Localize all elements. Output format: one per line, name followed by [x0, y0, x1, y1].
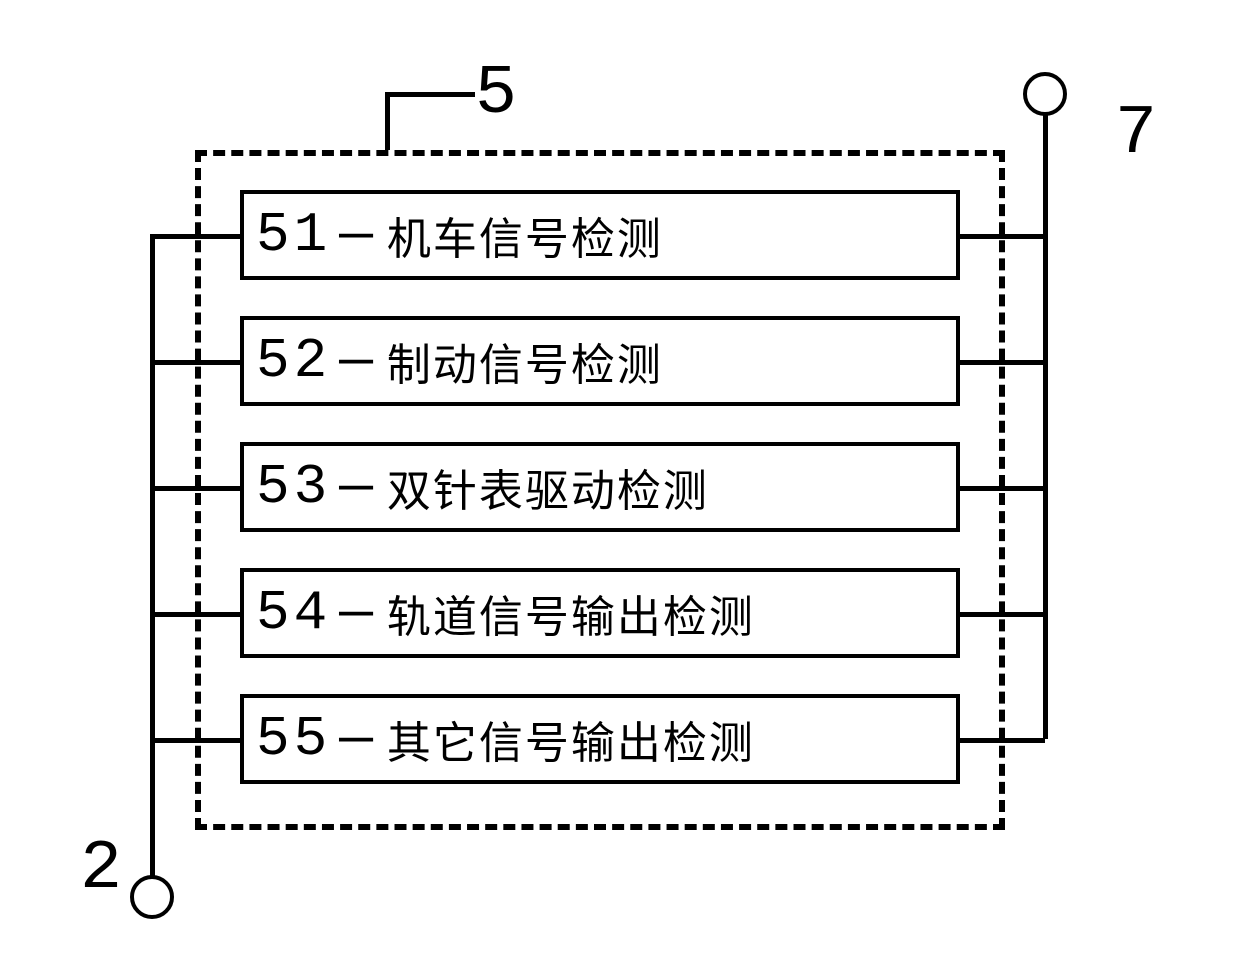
left-connector [150, 612, 240, 617]
module-label: 机车信号检测 [387, 203, 663, 267]
module-label: 双针表驱动检测 [387, 455, 709, 519]
left-bus-line [150, 234, 155, 882]
module-box-51: 51 — 机车信号检测 [240, 190, 960, 280]
module-num: 52 [256, 329, 331, 393]
module-box-53: 53 — 双针表驱动检测 [240, 442, 960, 532]
module-box-52: 52 — 制动信号检测 [240, 316, 960, 406]
left-connector [150, 360, 240, 365]
module-dash: — [339, 455, 373, 519]
label-terminal-2: 2 [80, 830, 124, 909]
label-container-5: 5 [475, 55, 519, 134]
terminal-7-icon [1023, 72, 1067, 116]
module-num: 51 [256, 203, 331, 267]
module-box-54: 54 — 轨道信号输出检测 [240, 568, 960, 658]
module-label: 制动信号检测 [387, 329, 663, 393]
right-bus-line [1043, 115, 1048, 739]
module-label: 轨道信号输出检测 [387, 581, 755, 645]
module-box-55: 55 — 其它信号输出检测 [240, 694, 960, 784]
reference-bracket-icon [385, 92, 475, 150]
right-connector [960, 360, 1045, 365]
left-connector [150, 738, 240, 743]
module-dash: — [339, 329, 373, 393]
module-num: 53 [256, 455, 331, 519]
block-diagram: 5 7 2 51 — 机车信号检测 52 — 制动信号检测 53 — 双针表驱动… [105, 50, 1125, 910]
right-connector [960, 612, 1045, 617]
left-connector [150, 486, 240, 491]
module-dash: — [339, 707, 373, 771]
terminal-2-icon [130, 875, 174, 919]
module-num: 55 [256, 707, 331, 771]
right-connector [960, 486, 1045, 491]
right-connector [960, 738, 1045, 743]
label-terminal-7: 7 [1115, 95, 1159, 174]
right-connector [960, 234, 1045, 239]
left-connector [150, 234, 240, 239]
module-dash: — [339, 203, 373, 267]
module-num: 54 [256, 581, 331, 645]
module-dash: — [339, 581, 373, 645]
module-label: 其它信号输出检测 [387, 707, 755, 771]
